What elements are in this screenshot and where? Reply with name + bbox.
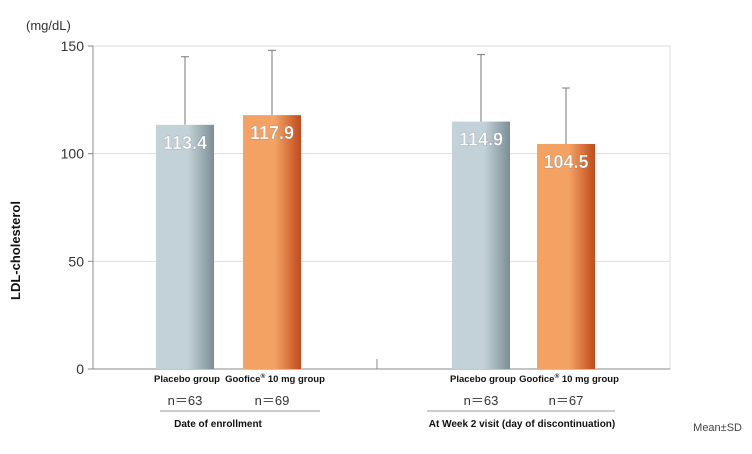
y-tick-label: 150 [61, 38, 85, 54]
bar [537, 143, 595, 369]
bar-category-label: Goofice® 10 mg group [225, 372, 325, 385]
registered-mark: ® [260, 372, 265, 380]
y-tick-label: 100 [61, 146, 85, 162]
y-axis-unit: (mg/dL) [26, 18, 71, 33]
bar-value-label: 114.9 [459, 130, 503, 150]
y-tick-label: 0 [76, 361, 84, 377]
mean-sd-note: Mean±SD [693, 422, 742, 434]
registered-mark: ® [554, 372, 559, 380]
bar-category-label: Goofice® 10 mg group [519, 372, 619, 385]
bar-category-label: Placebo group [450, 374, 516, 385]
group-label: Date of enrollment [174, 419, 262, 430]
bar-category-label-rest: 10 mg group [265, 374, 325, 385]
y-tick-label: 50 [68, 253, 84, 269]
group-label: At Week 2 visit (day of discontinuation) [429, 419, 616, 430]
bar-n-label: n＝63 [168, 393, 203, 408]
bar-value-label: 113.4 [163, 133, 207, 153]
bar-value-label: 117.9 [250, 123, 294, 143]
bar-n-label: n＝63 [464, 393, 499, 408]
bar [156, 124, 214, 369]
bar-n-label: n＝69 [255, 393, 290, 408]
bar [243, 115, 301, 369]
bar-value-label: 104.5 [543, 152, 588, 172]
bar-category-label: Placebo group [154, 374, 220, 385]
bar-n-label: n＝67 [549, 393, 584, 408]
bar-category-label-name: Goofice [225, 374, 260, 385]
bar-category-label-rest: 10 mg group [559, 374, 619, 385]
bar-category-label-name: Goofice [519, 374, 554, 385]
bar [452, 121, 510, 369]
